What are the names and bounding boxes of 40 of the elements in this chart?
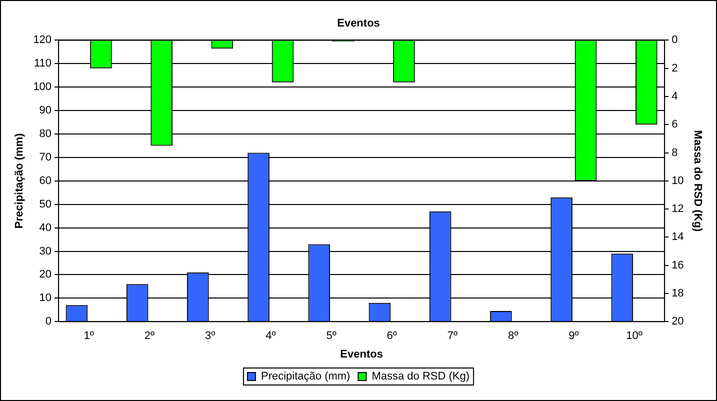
legend-label: Massa do RSD (Kg) — [372, 370, 470, 383]
y-tick-label: 20 — [39, 268, 52, 281]
x-tick-label: 7º — [447, 330, 458, 342]
y-tick-label: 30 — [39, 245, 52, 258]
x-tick-label: 2º — [144, 330, 155, 342]
y2-tick-label: 8 — [672, 146, 678, 159]
y-tick-label: 90 — [39, 104, 52, 117]
y-tick-label: 100 — [33, 81, 52, 94]
x-tick-label: 4º — [266, 330, 276, 342]
x-tick-label: 10º — [626, 330, 642, 342]
y-tick-label: 110 — [34, 58, 52, 70]
x-tick-label: 3º — [204, 330, 216, 342]
y2-tick-label: 18 — [672, 287, 684, 300]
y2-axis-title: Massa do RSD (Kg) — [691, 130, 704, 232]
x-tick-label: 8º — [508, 330, 518, 342]
x-tick-label: 6º — [386, 330, 397, 342]
y-axis-title: Precipitação (mm) — [14, 132, 26, 229]
y2-tick-label: 16 — [672, 259, 684, 272]
x-tick-label: 1º — [84, 330, 94, 342]
y2-tick-label: 12 — [672, 203, 684, 216]
y-tick-label: 120 — [33, 34, 52, 46]
x-tick-label: 5º — [326, 330, 336, 342]
y2-tick-label: 6 — [672, 118, 678, 131]
y2-tick-label: 14 — [672, 231, 684, 244]
chart-title: Eventos — [337, 18, 380, 30]
y2-tick-label: 20 — [672, 316, 684, 328]
y-tick-label: 0 — [45, 316, 52, 328]
y-tick-label: 40 — [39, 222, 52, 234]
x-axis-title: Eventos — [340, 348, 383, 360]
y-tick-label: 10 — [39, 292, 52, 304]
legend-label: Precipitação (mm) — [260, 370, 350, 383]
y-tick-label: 50 — [39, 198, 52, 210]
y2-tick-label: 2 — [672, 62, 678, 74]
y2-tick-label: 0 — [672, 34, 678, 46]
y-tick-label: 60 — [39, 174, 52, 187]
x-tick-label: 9º — [568, 330, 579, 342]
y-tick-label: 70 — [39, 151, 52, 164]
y2-tick-label: 4 — [672, 90, 678, 103]
y-tick-label: 80 — [39, 128, 52, 140]
y2-tick-label: 10 — [672, 174, 684, 187]
